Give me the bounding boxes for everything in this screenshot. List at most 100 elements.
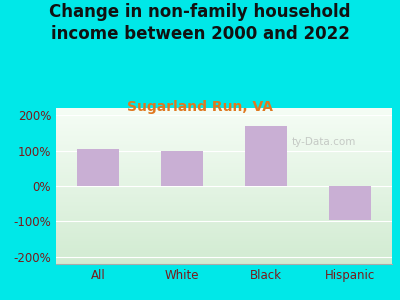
Bar bbox=[56, 152, 392, 153]
Bar bbox=[56, 231, 392, 233]
Bar bbox=[56, 158, 392, 160]
Bar bbox=[56, 236, 392, 238]
Bar bbox=[56, 192, 392, 194]
Bar bbox=[56, 256, 392, 258]
Bar bbox=[56, 133, 392, 134]
Bar bbox=[56, 150, 392, 152]
Bar bbox=[56, 108, 392, 110]
Bar bbox=[56, 164, 392, 166]
Bar bbox=[56, 170, 392, 172]
Bar bbox=[56, 251, 392, 253]
Bar bbox=[56, 144, 392, 146]
Bar bbox=[56, 113, 392, 114]
Bar bbox=[56, 130, 392, 131]
Bar bbox=[56, 117, 392, 119]
Bar bbox=[56, 180, 392, 181]
Bar bbox=[56, 217, 392, 219]
Bar bbox=[56, 206, 392, 208]
Bar bbox=[56, 222, 392, 224]
Bar bbox=[56, 262, 392, 264]
Bar bbox=[56, 214, 392, 216]
Bar bbox=[77, 149, 119, 186]
Bar bbox=[161, 151, 203, 186]
Bar bbox=[56, 203, 392, 205]
Bar bbox=[56, 121, 392, 122]
Bar bbox=[56, 224, 392, 225]
Text: Sugarland Run, VA: Sugarland Run, VA bbox=[127, 100, 273, 115]
Bar bbox=[56, 119, 392, 121]
Bar bbox=[56, 178, 392, 180]
Bar bbox=[56, 211, 392, 212]
Bar bbox=[56, 111, 392, 113]
Bar bbox=[56, 208, 392, 209]
Bar bbox=[56, 226, 392, 228]
Bar bbox=[56, 153, 392, 155]
Bar bbox=[56, 127, 392, 128]
Bar bbox=[56, 142, 392, 144]
Bar bbox=[56, 245, 392, 247]
Bar bbox=[56, 239, 392, 241]
Bar bbox=[56, 242, 392, 244]
Bar bbox=[56, 212, 392, 214]
Bar bbox=[56, 195, 392, 197]
Bar bbox=[56, 163, 392, 164]
Bar bbox=[56, 261, 392, 262]
Bar bbox=[56, 209, 392, 211]
Text: Change in non-family household
income between 2000 and 2022: Change in non-family household income be… bbox=[49, 3, 351, 43]
Bar bbox=[56, 228, 392, 230]
Bar bbox=[56, 202, 392, 203]
Bar bbox=[56, 188, 392, 189]
Bar bbox=[56, 155, 392, 156]
Bar bbox=[56, 161, 392, 163]
Bar bbox=[56, 233, 392, 234]
Bar bbox=[56, 173, 392, 175]
Bar bbox=[56, 248, 392, 250]
Bar bbox=[56, 116, 392, 117]
Bar bbox=[56, 186, 392, 188]
Bar bbox=[56, 136, 392, 138]
Text: ty-Data.com: ty-Data.com bbox=[291, 137, 356, 147]
Bar bbox=[56, 110, 392, 111]
Bar bbox=[56, 139, 392, 141]
Bar bbox=[56, 167, 392, 169]
Bar bbox=[56, 114, 392, 116]
Bar bbox=[245, 126, 287, 186]
Bar bbox=[56, 255, 392, 256]
Bar bbox=[56, 220, 392, 222]
Bar bbox=[56, 172, 392, 173]
Bar bbox=[56, 197, 392, 199]
Bar bbox=[56, 219, 392, 220]
Bar bbox=[56, 191, 392, 192]
Bar bbox=[56, 199, 392, 200]
Bar bbox=[56, 225, 392, 226]
Bar bbox=[329, 186, 371, 220]
Bar bbox=[56, 166, 392, 167]
Bar bbox=[56, 124, 392, 125]
Bar bbox=[56, 205, 392, 206]
Bar bbox=[56, 147, 392, 148]
Bar bbox=[56, 247, 392, 248]
Bar bbox=[56, 259, 392, 261]
Bar bbox=[56, 156, 392, 158]
Bar bbox=[56, 244, 392, 245]
Bar bbox=[56, 194, 392, 195]
Bar bbox=[56, 258, 392, 259]
Bar bbox=[56, 241, 392, 242]
Bar bbox=[56, 183, 392, 184]
Bar bbox=[56, 177, 392, 178]
Bar bbox=[56, 134, 392, 136]
Bar bbox=[56, 141, 392, 142]
Bar bbox=[56, 184, 392, 186]
Bar bbox=[56, 131, 392, 133]
Bar bbox=[56, 250, 392, 251]
Bar bbox=[56, 175, 392, 177]
Bar bbox=[56, 216, 392, 217]
Bar bbox=[56, 125, 392, 127]
Bar bbox=[56, 169, 392, 170]
Bar bbox=[56, 200, 392, 202]
Bar bbox=[56, 234, 392, 236]
Bar bbox=[56, 253, 392, 255]
Bar bbox=[56, 138, 392, 139]
Bar bbox=[56, 148, 392, 150]
Bar bbox=[56, 238, 392, 239]
